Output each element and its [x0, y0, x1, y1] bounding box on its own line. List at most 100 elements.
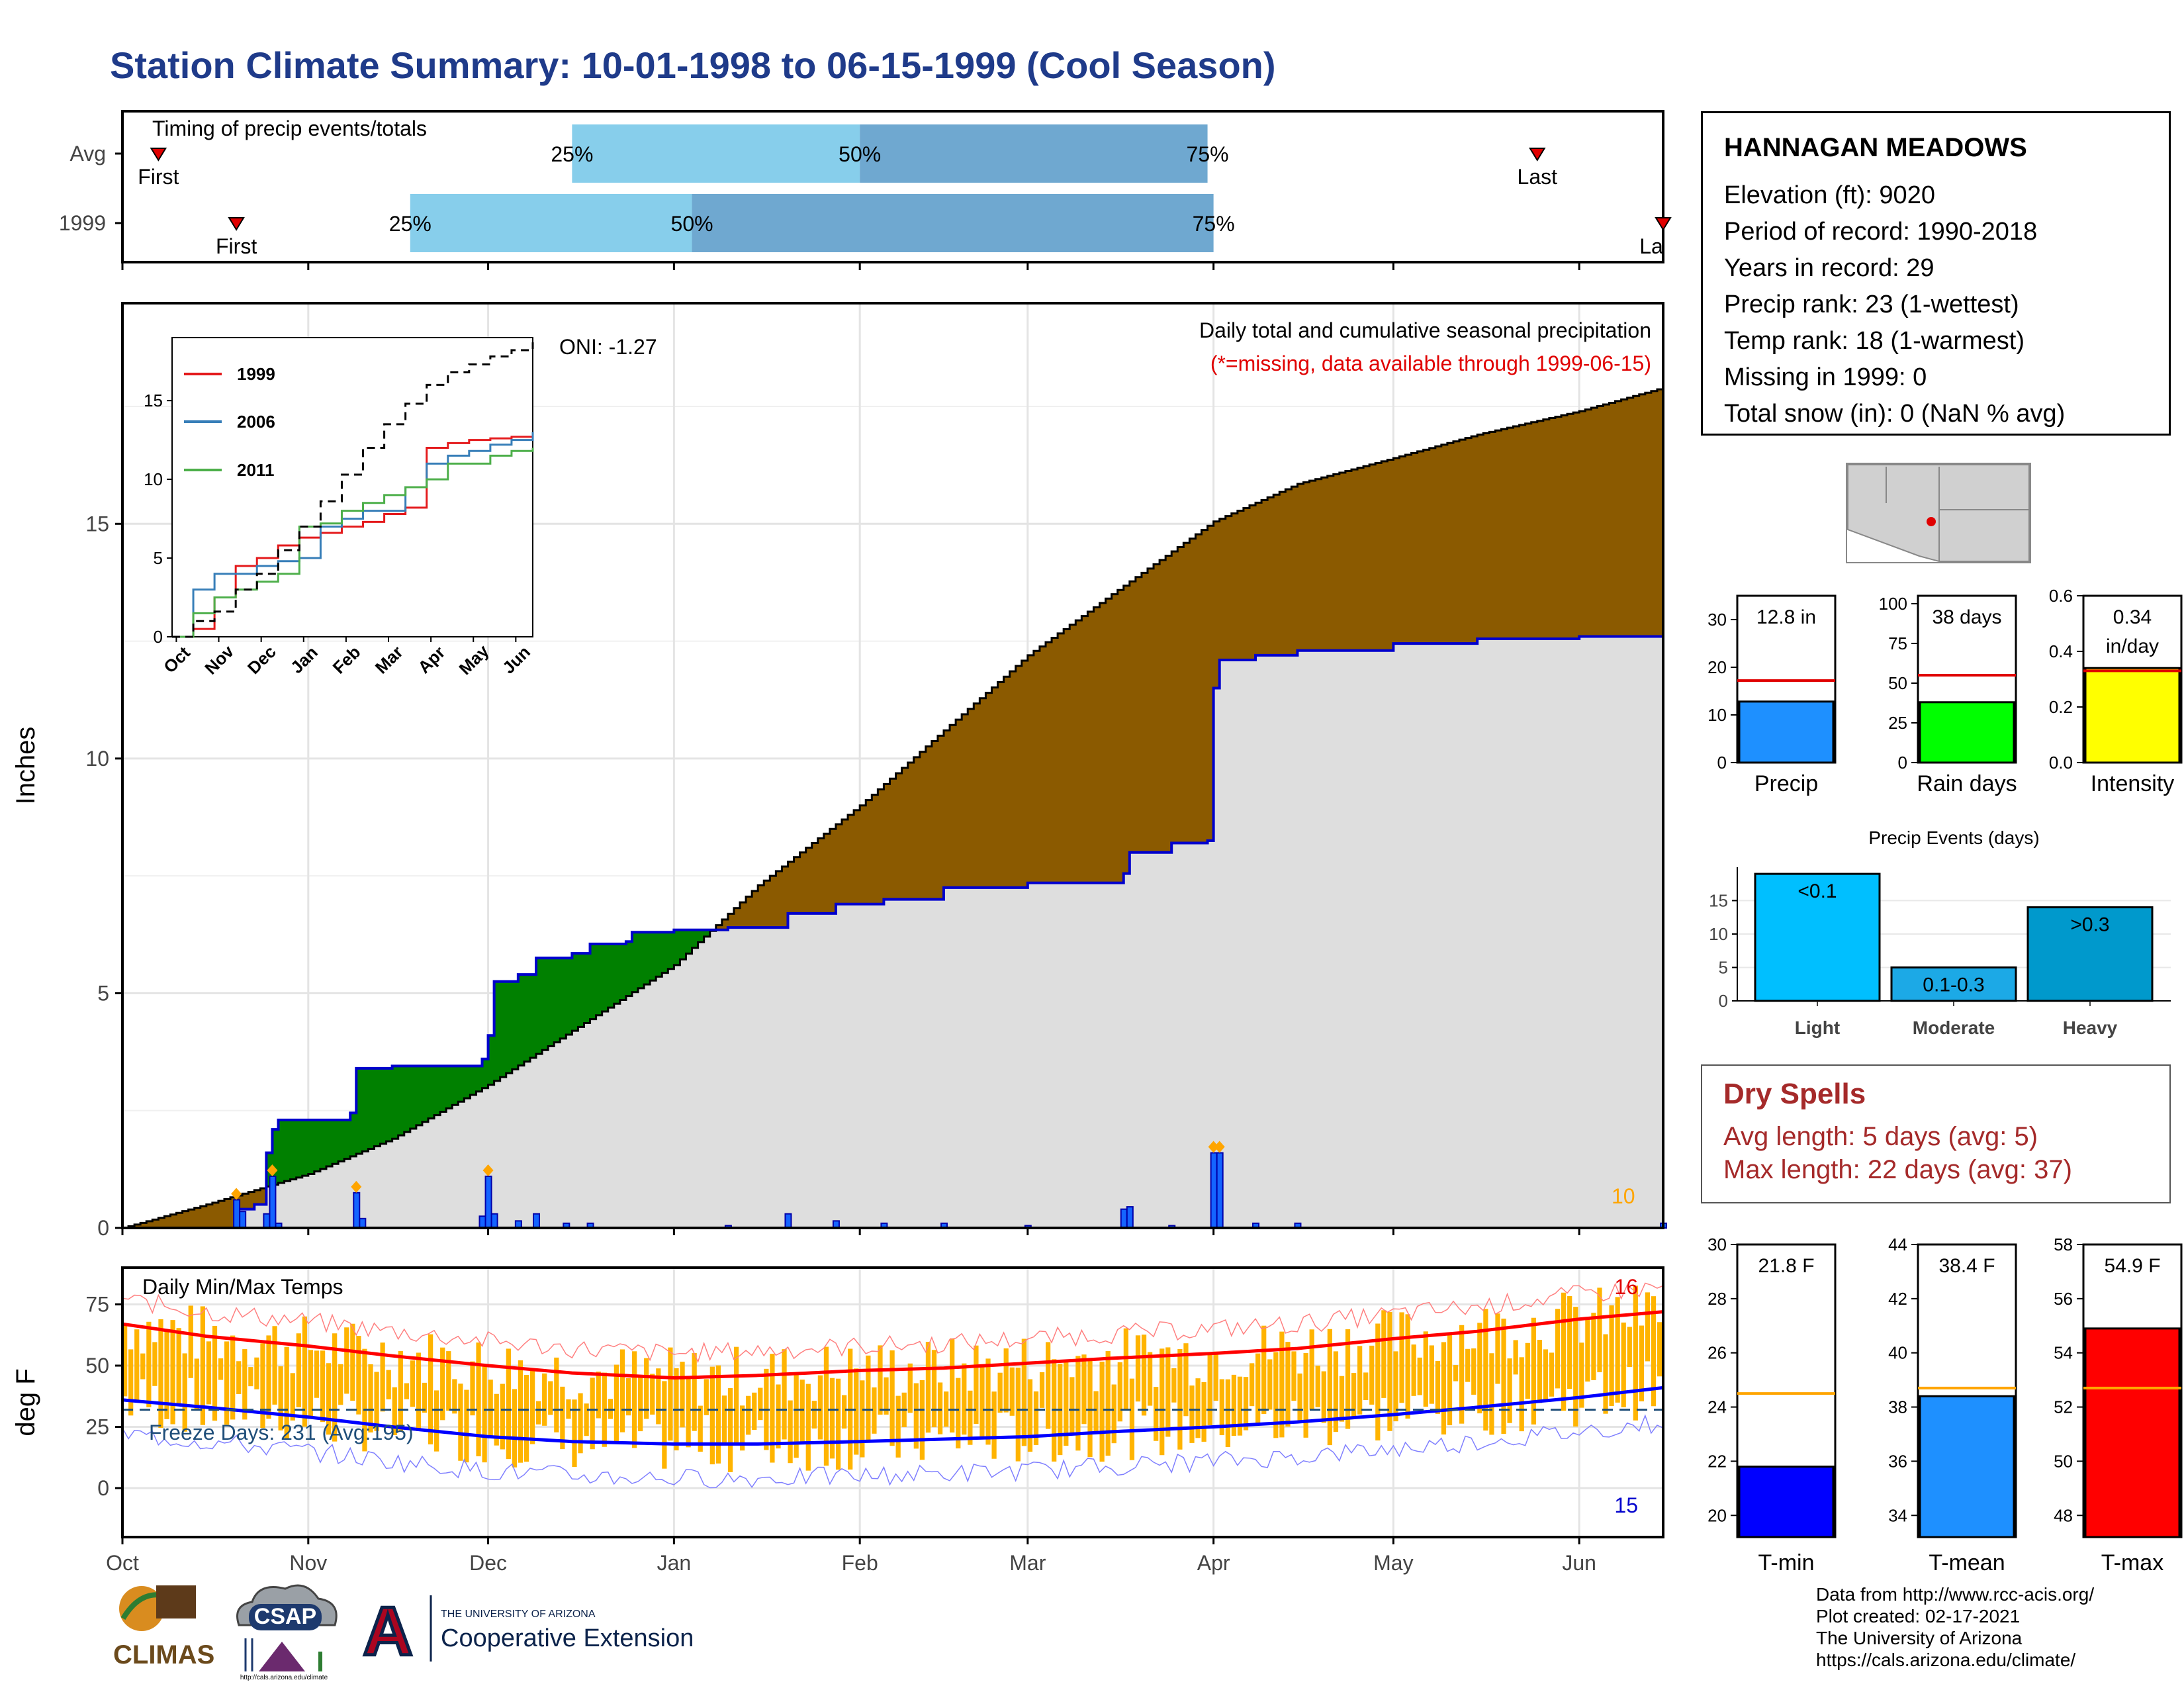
avg-max-line — [122, 1310, 1664, 1380]
precip-chart-subtitle: (*=missing, data available through 1999-… — [1210, 352, 1651, 375]
t-mean-value-label: 38.4 F — [1938, 1255, 1995, 1277]
month-tick-label: Dec — [469, 1551, 507, 1575]
daily-temp-bar — [380, 1342, 385, 1412]
daily-temp-bar — [584, 1403, 589, 1436]
daily-temp-bar — [338, 1364, 343, 1405]
t-max-tick-label: 52 — [2054, 1397, 2073, 1417]
daily-temp-bar — [650, 1374, 655, 1415]
daily-temp-bar — [1483, 1309, 1488, 1431]
daily-temp-bar — [1567, 1296, 1572, 1389]
record-min-line — [122, 1414, 1664, 1489]
daily-temp-bar — [134, 1329, 140, 1401]
footer-line: Data from http://www.rcc-acis.org/ — [1816, 1584, 2095, 1605]
station-location-dot — [1927, 517, 1936, 526]
daily-temp-bar — [1477, 1323, 1482, 1414]
daily-temp-bar — [1117, 1362, 1122, 1422]
daily-temp-bar — [1183, 1343, 1189, 1417]
rain-days-tick-label: 75 — [1888, 633, 1907, 653]
daily-temp-bar — [1237, 1376, 1243, 1436]
daily-temp-bar — [1273, 1352, 1279, 1438]
daily-temp-bar — [512, 1389, 518, 1468]
daily-temp-bar — [1093, 1391, 1099, 1434]
daily-temp-bar — [974, 1345, 979, 1425]
precip-frame — [121, 302, 1664, 1229]
daily-temp-bar — [1154, 1387, 1159, 1441]
month-tick-label: Apr — [1197, 1551, 1230, 1575]
last-event-label: Last — [1518, 165, 1558, 189]
daily-temp-bar — [1345, 1329, 1351, 1429]
footer-line: Plot created: 02-17-2021 — [1816, 1606, 2021, 1626]
timing-p75-label: 75% — [1187, 142, 1229, 166]
daily-temp-bar — [362, 1348, 367, 1452]
daily-temp-bar — [1435, 1361, 1441, 1415]
daily-temp-bar — [1405, 1314, 1410, 1419]
t-min-tick-label: 28 — [1707, 1289, 1727, 1309]
first-event-label: First — [138, 165, 179, 189]
precip-chart-title: Daily total and cumulative seasonal prec… — [1199, 318, 1651, 342]
daily-temp-bar — [296, 1333, 301, 1407]
map-borders — [1886, 467, 2029, 561]
daily-temp-bar — [1087, 1360, 1093, 1458]
t-max-tick-label: 54 — [2054, 1343, 2073, 1363]
daily-temp-bar — [326, 1363, 332, 1435]
event-marker — [1214, 1141, 1225, 1153]
t-mean-value-bar — [1919, 1395, 2015, 1538]
daily-temp-bar — [1453, 1365, 1459, 1382]
daily-temp-bar — [1147, 1352, 1153, 1406]
daily-temp-bar — [614, 1364, 619, 1443]
daily-temp-bar — [464, 1389, 469, 1463]
daily-temp-bar — [1609, 1305, 1614, 1406]
page-title: Station Climate Summary: 10-01-1998 to 0… — [110, 44, 1276, 86]
month-tick-label: May — [1373, 1551, 1413, 1575]
daily-temp-bar — [1111, 1384, 1116, 1444]
daily-temp-bar — [811, 1401, 817, 1429]
daily-temp-bar — [1243, 1377, 1249, 1430]
dry-avg-length: Avg length: 5 days (avg: 5) — [1723, 1122, 2038, 1151]
daily-temp-bar — [740, 1405, 745, 1451]
daily-temp-bar — [1627, 1327, 1632, 1368]
daily-temp-bar — [1279, 1331, 1285, 1438]
daily-precip-bar — [1216, 1152, 1224, 1229]
daily-temp-bar — [799, 1380, 805, 1442]
intensity-value-unit: in/day — [2106, 635, 2159, 657]
t-max-axis-label: T-max — [2101, 1550, 2163, 1575]
daily-temp-bar — [1525, 1342, 1530, 1399]
t-min-value-label: 21.8 F — [1758, 1255, 1814, 1277]
daily-temp-bar — [1231, 1374, 1237, 1436]
daily-temp-bar — [1123, 1328, 1128, 1409]
daily-temp-bar — [206, 1341, 212, 1405]
record-min-count: 15 — [1614, 1493, 1638, 1517]
precip-tick-label: 20 — [1707, 657, 1727, 677]
timing-p50-label: 50% — [839, 142, 881, 166]
station-missing: Missing in 1999: 0 — [1724, 363, 1927, 391]
daily-temp-bar — [1003, 1348, 1009, 1413]
t-min-tick-label: 22 — [1707, 1451, 1727, 1471]
daily-temp-bar — [746, 1395, 751, 1435]
daily-temp-bar — [578, 1393, 583, 1454]
events-tick-label: 0 — [1719, 991, 1728, 1011]
timing-bar-q2 — [692, 194, 1214, 252]
daily-temp-bar — [224, 1341, 230, 1425]
daily-temp-bar — [590, 1378, 595, 1450]
daily-temp-bar — [1027, 1379, 1033, 1452]
daily-temp-bar — [374, 1372, 379, 1431]
daily-temp-bar — [1543, 1349, 1549, 1401]
daily-temp-bar — [1357, 1346, 1363, 1415]
daily-temp-bar — [866, 1355, 871, 1442]
daily-temp-bar — [1015, 1368, 1021, 1462]
location-map — [1846, 463, 2031, 563]
daily-temp-bar — [200, 1306, 206, 1425]
observed-cumulative-line — [122, 627, 1664, 1229]
ua-logo: A THE UNIVERSITY OF ARIZONA Cooperative … — [361, 1592, 694, 1672]
daily-temp-bar — [1327, 1329, 1332, 1446]
timing-bar-q2 — [860, 124, 1208, 183]
daily-temp-bar — [680, 1362, 685, 1428]
rain-days-tick-label: 25 — [1888, 713, 1907, 733]
inset-series-line — [172, 432, 534, 638]
daily-temp-bar — [1555, 1309, 1561, 1389]
t-mean-tick-label: 44 — [1888, 1235, 1907, 1254]
daily-temp-bar — [782, 1349, 787, 1440]
precip-y-tick-label: 5 — [97, 981, 109, 1005]
daily-temp-bar — [386, 1370, 391, 1399]
events-bar-label: 0.1-0.3 — [1923, 974, 1984, 996]
